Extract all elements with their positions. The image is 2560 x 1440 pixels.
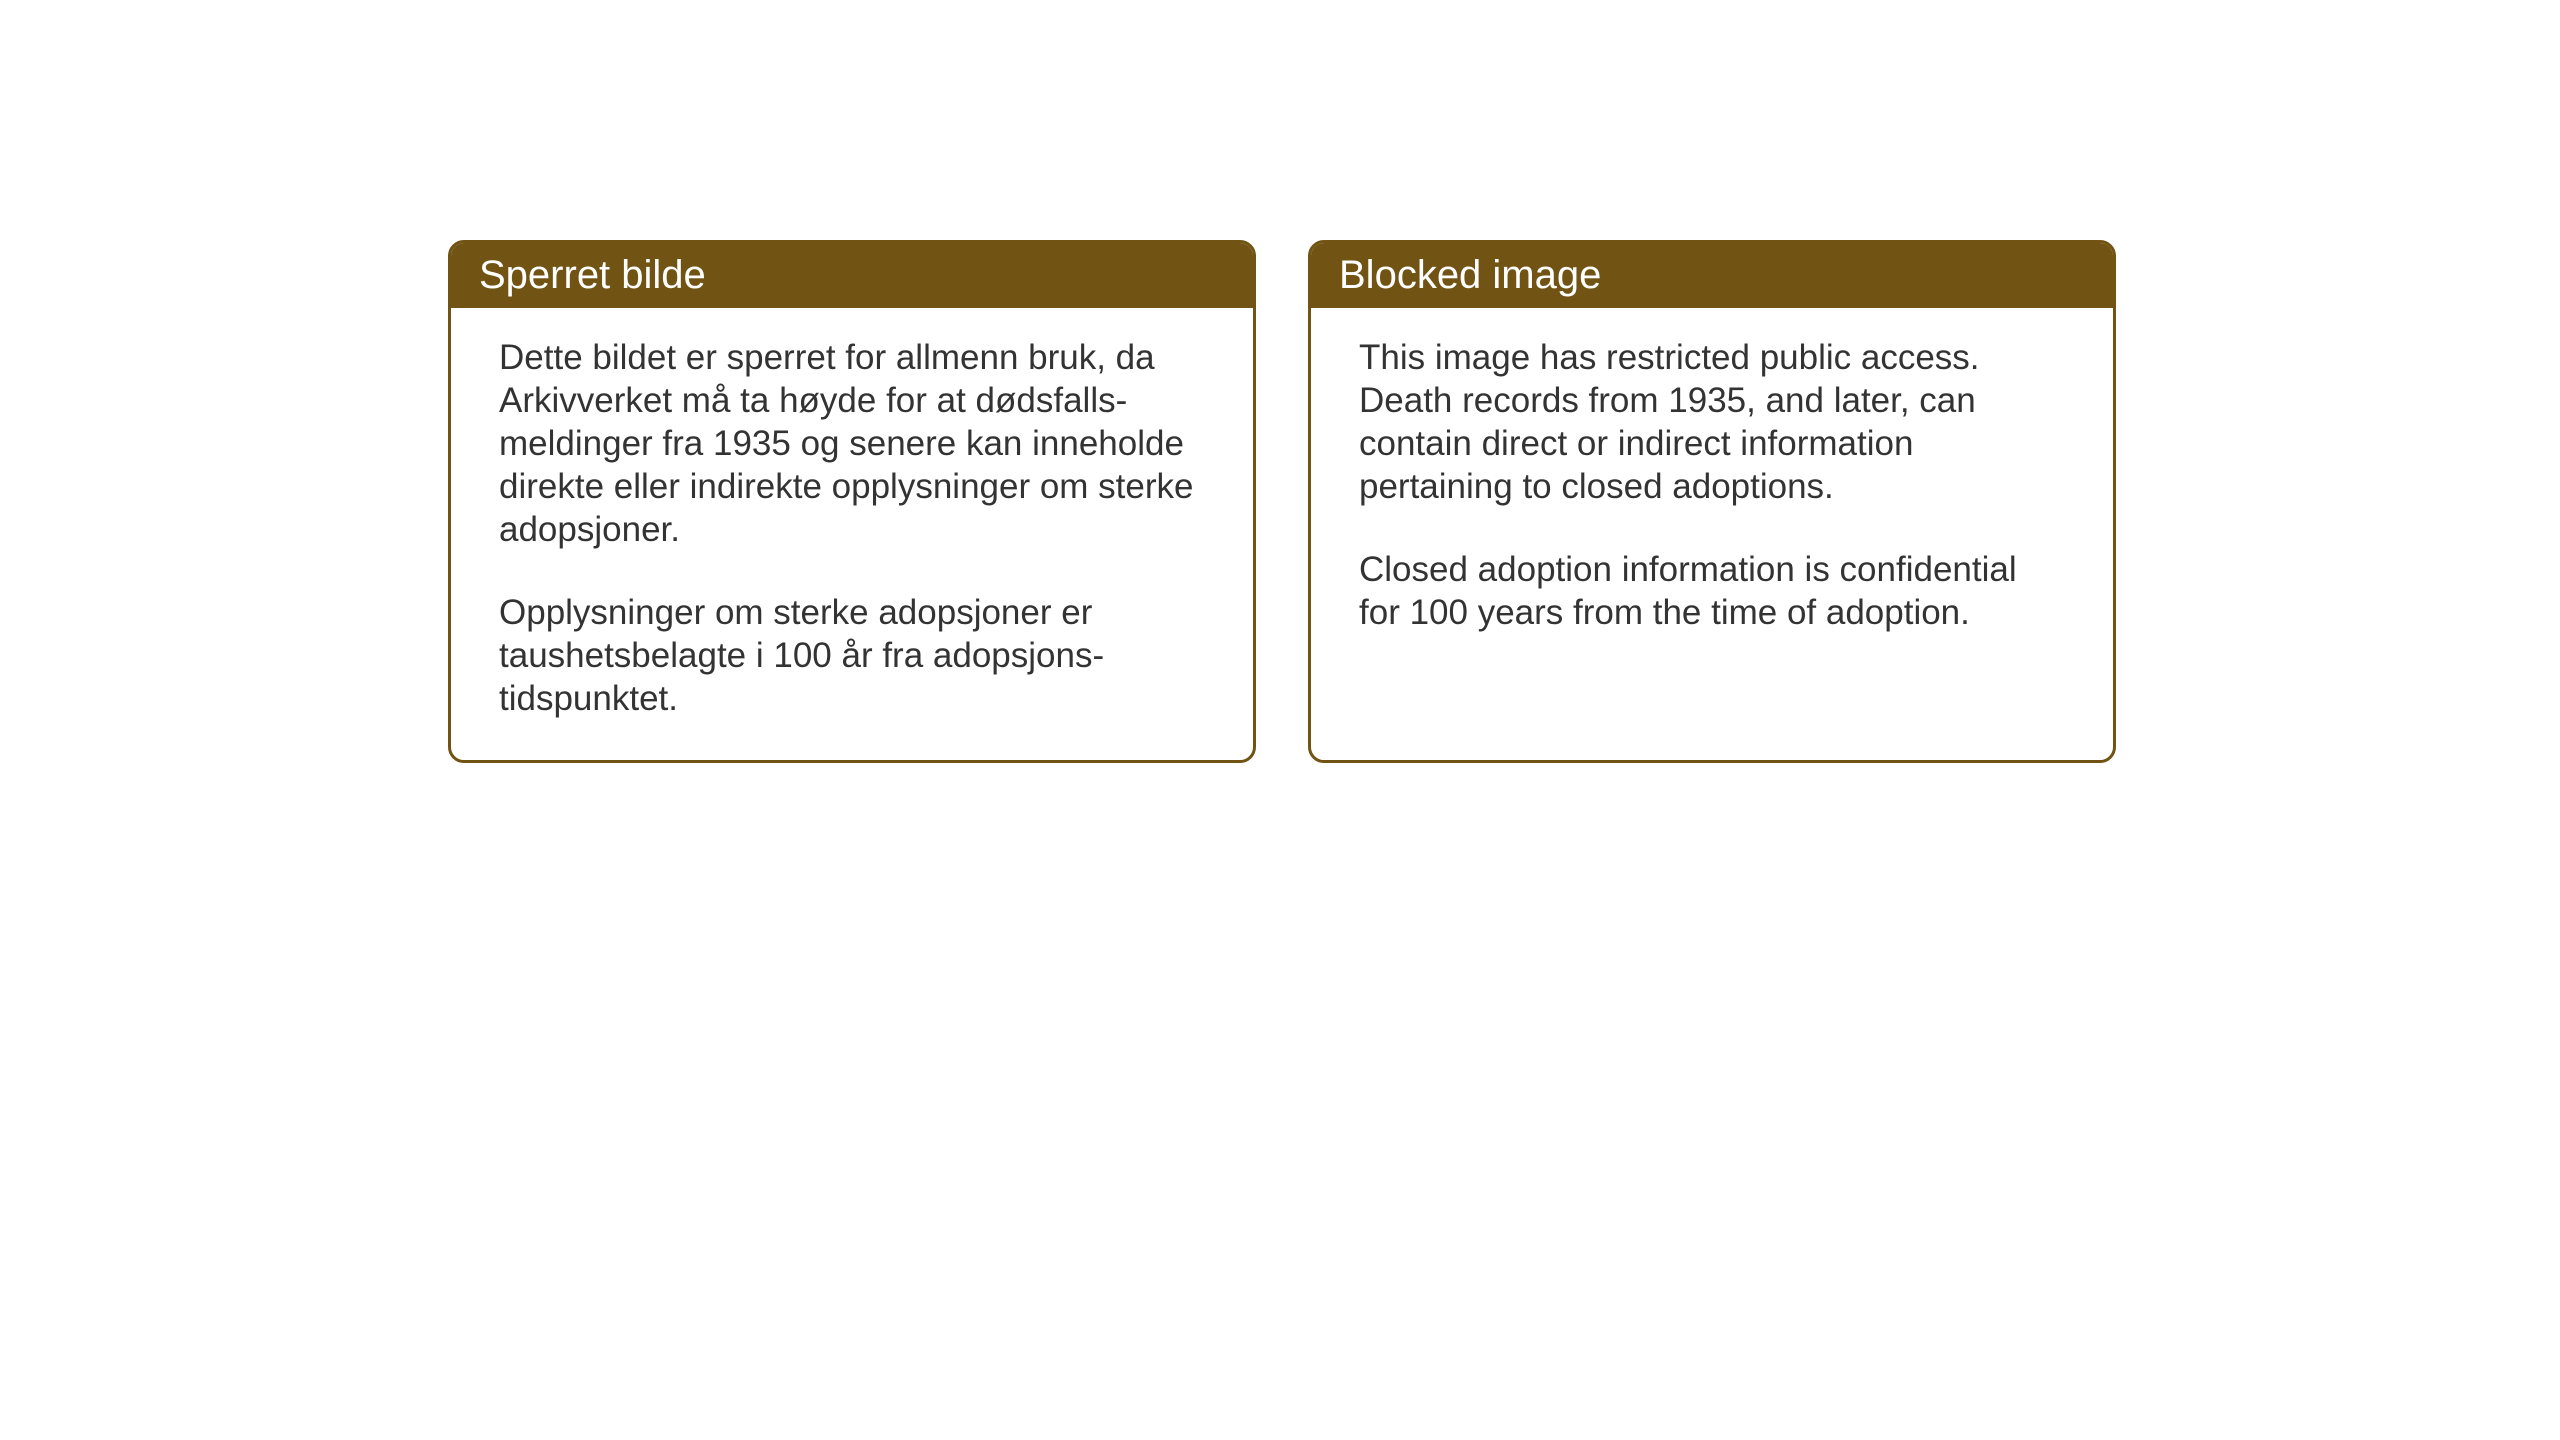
notice-paragraph-1-english: This image has restricted public access.… [1359,336,2065,508]
notice-box-english: Blocked image This image has restricted … [1308,240,2116,763]
notice-header-english: Blocked image [1311,243,2113,308]
notice-header-norwegian: Sperret bilde [451,243,1253,308]
notice-paragraph-2-english: Closed adoption information is confident… [1359,548,2065,634]
notice-body-norwegian: Dette bildet er sperret for allmenn bruk… [451,308,1253,760]
notice-paragraph-2-norwegian: Opplysninger om sterke adopsjoner er tau… [499,591,1205,720]
notice-box-norwegian: Sperret bilde Dette bildet er sperret fo… [448,240,1256,763]
notice-container: Sperret bilde Dette bildet er sperret fo… [448,240,2116,763]
notice-body-english: This image has restricted public access.… [1311,308,2113,674]
notice-paragraph-1-norwegian: Dette bildet er sperret for allmenn bruk… [499,336,1205,551]
